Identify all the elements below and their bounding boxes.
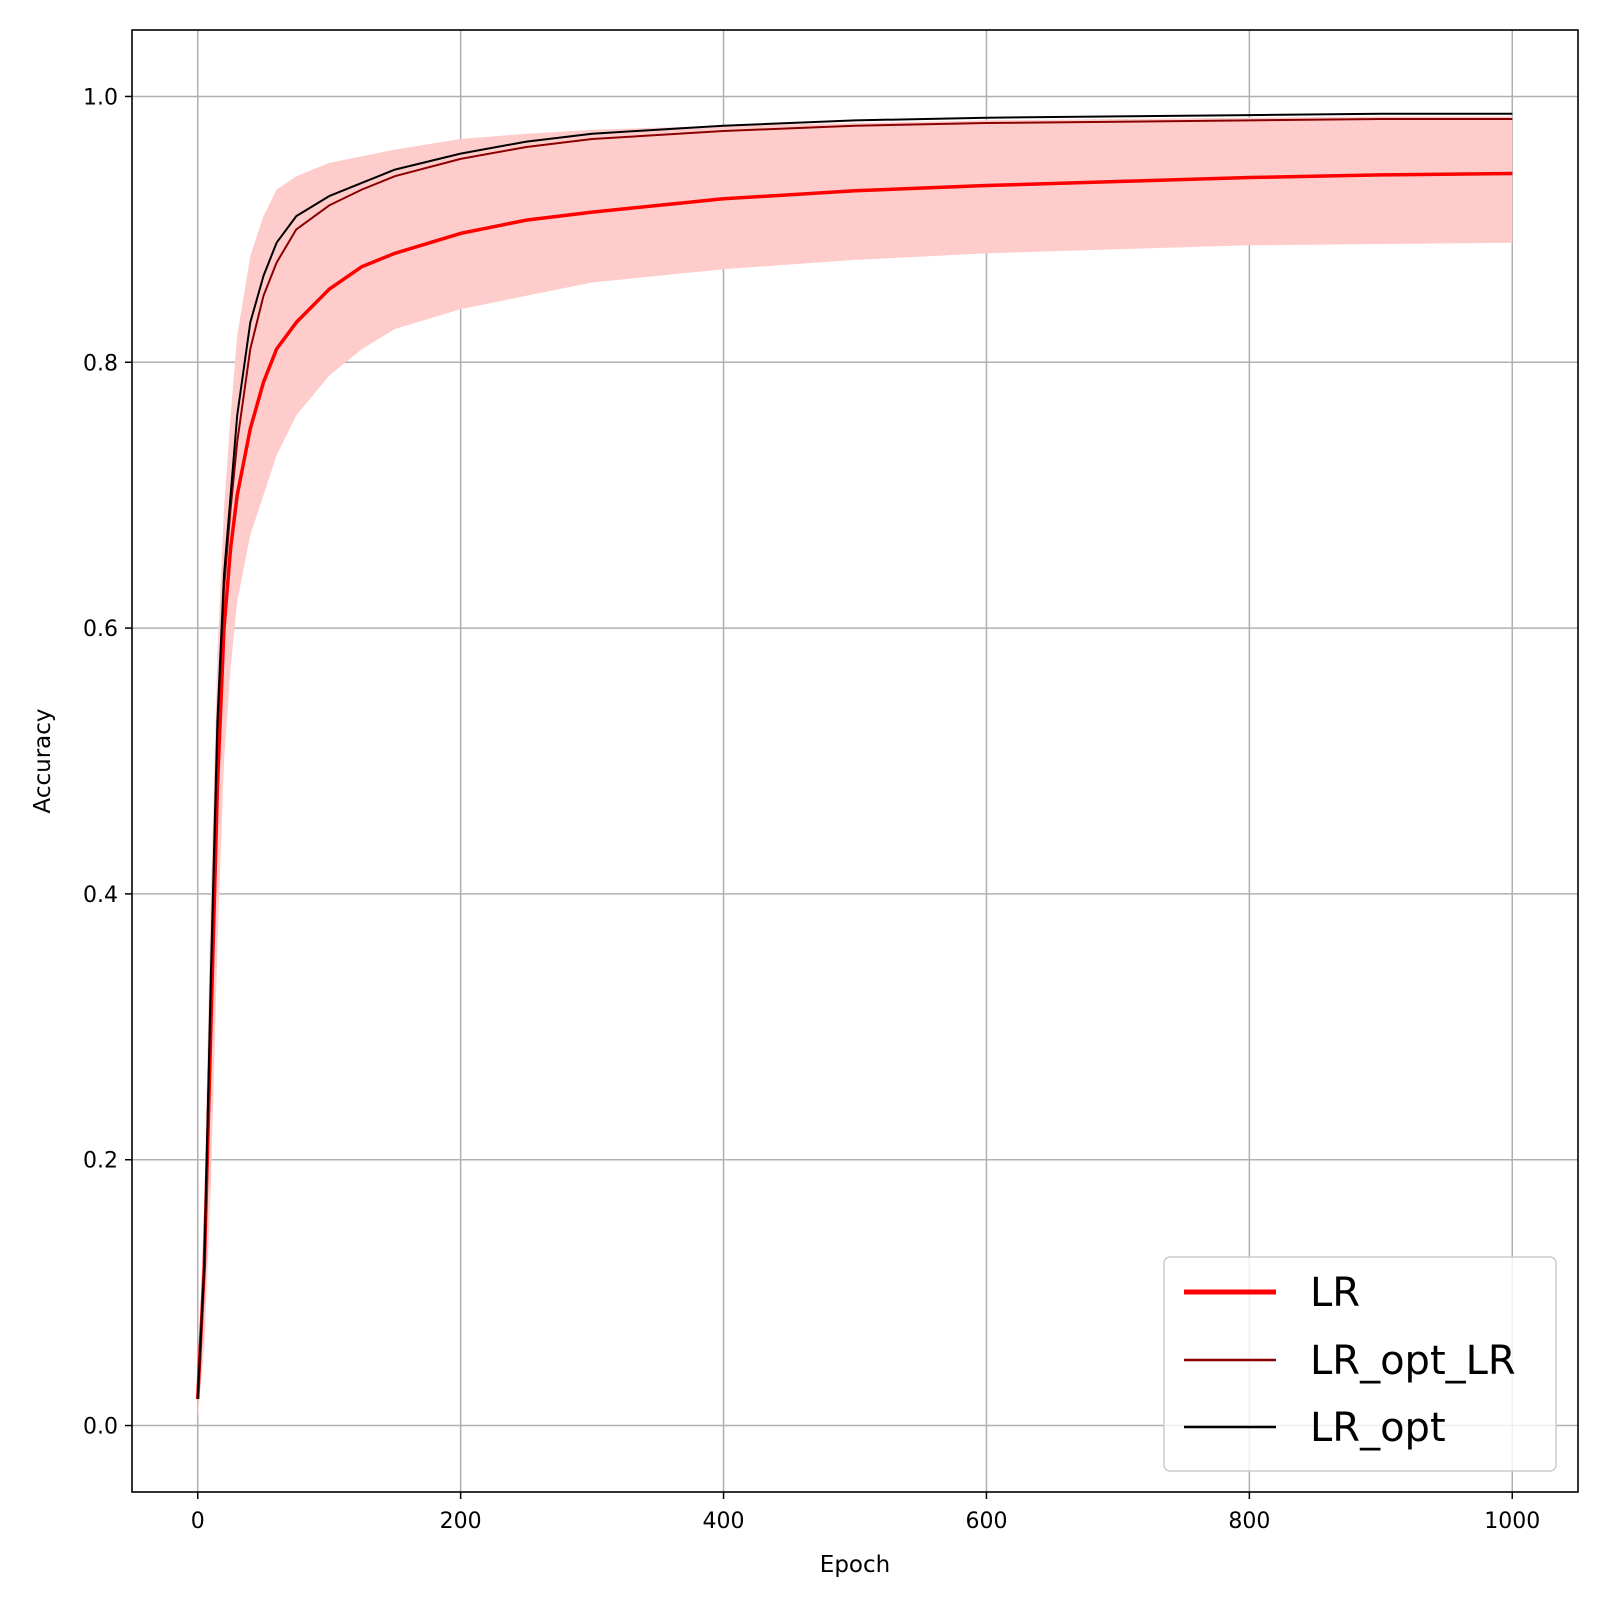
y-tick-label: 0.8 [83, 351, 118, 376]
y-tick-label: 0.4 [83, 883, 118, 908]
y-axis-label: Accuracy [30, 708, 56, 813]
lr-confidence-band [197, 116, 1513, 1419]
legend-label-lr-opt: LR_opt [1310, 1405, 1446, 1451]
series-layer [195, 112, 1513, 1400]
x-tick-label: 800 [1228, 1509, 1270, 1534]
legend: LR LR_opt_LR LR_opt [1163, 1256, 1557, 1472]
y-tick-label: 0.6 [83, 617, 118, 642]
x-axis-ticks: 0 200 400 600 800 1000 [191, 1492, 1540, 1534]
legend-label-lr: LR [1310, 1270, 1360, 1316]
x-tick-label: 200 [440, 1509, 482, 1534]
y-tick-label: 0.2 [83, 1149, 118, 1174]
series-line-lr [195, 171, 1513, 1400]
x-tick-label: 600 [965, 1509, 1007, 1534]
series-line-lr-opt [196, 112, 1513, 1400]
y-tick-label: 0.0 [83, 1415, 118, 1440]
x-axis-label: Epoch [820, 1552, 890, 1578]
x-tick-label: 0 [191, 1509, 205, 1534]
plot-frame [131, 29, 1579, 1493]
x-tick-label: 400 [703, 1509, 745, 1534]
confidence-band-layer [197, 116, 1513, 1419]
y-tick-label: 1.0 [83, 85, 118, 110]
y-axis-ticks: 0.0 0.2 0.4 0.6 0.8 1.0 [83, 85, 132, 1440]
legend-box [1163, 1256, 1557, 1472]
legend-label-lr-opt-lr: LR_opt_LR [1310, 1338, 1516, 1384]
grid [132, 30, 1578, 1492]
x-tick-label: 1000 [1484, 1509, 1540, 1534]
